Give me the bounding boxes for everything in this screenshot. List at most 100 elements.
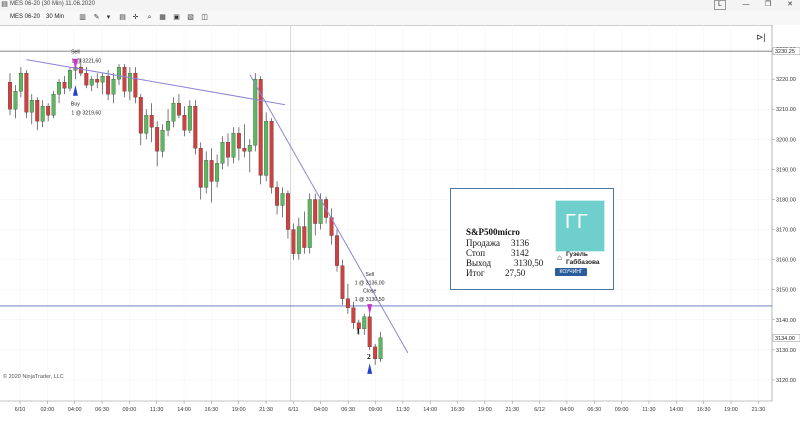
candle-body-up: [187, 106, 192, 131]
candle: [89, 76, 94, 92]
candle-body-down: [209, 160, 214, 182]
bar-type-icon[interactable]: ▥: [79, 14, 86, 21]
properties-icon[interactable]: ▦: [159, 14, 166, 21]
buy-arrow-icon: [367, 363, 373, 374]
candle: [138, 94, 143, 146]
candle-body-down: [198, 148, 203, 188]
x-tick-label: 11:30: [396, 407, 409, 413]
trade-markers: Sell 1 @ 3221,60 Buy 1 @ 3219,60 Sell 1 @ 313…: [71, 49, 385, 374]
candle-body-up: [220, 142, 225, 164]
horizontal-lines[interactable]: [0, 50, 772, 307]
crosshair-icon[interactable]: ✛: [132, 14, 139, 21]
link-button[interactable]: L: [714, 0, 726, 10]
copyright-text: © 2020 NinjaTrader, LLC: [3, 373, 64, 380]
x-tick-label: 16:30: [451, 407, 465, 413]
draw-tool-icon[interactable]: ✎: [93, 14, 100, 21]
interval-selector[interactable]: 30 Min: [46, 14, 65, 20]
candle: [198, 142, 203, 200]
y-tick-label: 3190.00: [776, 167, 796, 173]
candle-body-down: [291, 229, 296, 254]
candle-body-down: [46, 106, 51, 116]
trade-label-sell: Sell: [71, 49, 80, 55]
candle-body-down: [176, 103, 181, 116]
candle-body-down: [236, 133, 241, 149]
candle: [57, 79, 61, 104]
close-button[interactable]: ✕: [787, 1, 793, 8]
zoom-icon[interactable]: ⌕: [147, 14, 152, 21]
x-tick-label: 6/11: [288, 407, 298, 413]
x-tick-label: 04:00: [68, 407, 82, 413]
buy-arrow-icon: [72, 85, 78, 96]
candle: [335, 229, 339, 272]
instrument-selector[interactable]: MES 06-20: [10, 14, 41, 20]
candle: [329, 208, 334, 245]
x-tick-label: 06:30: [95, 407, 109, 413]
candle-body-up: [51, 94, 56, 116]
candle-body-up: [13, 91, 18, 110]
candle-body-down: [35, 100, 40, 122]
maximize-button[interactable]: ❐: [764, 1, 772, 8]
logo-letters: ГГ: [565, 211, 589, 233]
candle-body-down: [182, 115, 187, 131]
candle: [209, 148, 214, 203]
summary-label: Продажа: [466, 238, 501, 248]
candle: [62, 76, 67, 95]
candle-body-up: [111, 78, 116, 95]
candle: [193, 100, 198, 155]
x-tick-label: 19:00: [478, 407, 492, 413]
candle-body-down: [78, 66, 83, 74]
candle-body-down: [122, 66, 127, 92]
coach-first-name: Гузель: [566, 251, 588, 258]
x-tick-label: 09:00: [369, 407, 383, 413]
candle: [242, 124, 247, 158]
candle-body-down: [24, 72, 29, 113]
panel-icon[interactable]: ▣: [173, 14, 180, 21]
y-tick-label: 3120.00: [776, 378, 796, 384]
trade-summary-box: S&P500micro Продажа 3136 Стоп 3142 Выход…: [450, 188, 614, 290]
text-tool-icon[interactable]: ▤: [119, 14, 126, 21]
candle-body-down: [351, 307, 356, 323]
candle: [24, 70, 29, 119]
scroll-end-icon[interactable]: ⊳|: [756, 32, 766, 42]
candle-body-down: [242, 148, 247, 152]
candle-body-up: [204, 160, 209, 188]
candle: [351, 301, 356, 329]
minimize-button[interactable]: —: [742, 1, 750, 8]
candle-body-up: [378, 337, 383, 360]
coach-logo: ГГ: [555, 200, 605, 252]
x-tick-label: 14:00: [669, 407, 683, 413]
candle: [8, 73, 12, 116]
chart-toolbar: MES 06-20 30 Min ▥ ✎ ▾ ▤ ✛ ⌕ ▦ ▣ ▧ ◫: [0, 11, 800, 26]
candle: [46, 103, 51, 122]
candle-body-down: [138, 97, 143, 134]
attach-icon[interactable]: ◫: [201, 14, 208, 21]
price-axis[interactable]: 3120.00 3130.00 3140.00 3150.00 3160.00 3170.…: [771, 25, 800, 421]
candle: [182, 106, 187, 137]
candle: [149, 103, 154, 143]
price-chart[interactable]: Sell 1 @ 3221,60 Buy 1 @ 3219,60 Sell 1 @ 313…: [0, 25, 800, 421]
candle: [40, 100, 45, 128]
time-axis[interactable]: 6/10 02:00 04:00 06:30 09:00 11:30 14:00 16:30 1…: [0, 400, 772, 413]
trade-label-close: Close: [363, 289, 376, 295]
drawing-list-icon[interactable]: ▾: [106, 14, 111, 21]
candle-body-down: [356, 322, 361, 329]
strategy-icon[interactable]: ▧: [187, 14, 194, 21]
y-tick-label: 3160.00: [776, 258, 796, 264]
summary-row-exit: Выход 3130,50: [466, 258, 554, 268]
candle-body-up: [264, 121, 269, 176]
candle-body-up: [247, 145, 252, 152]
candle-body-down: [269, 121, 274, 188]
candle: [296, 217, 301, 260]
candle-body-up: [57, 82, 61, 95]
candle-body-down: [62, 82, 67, 89]
trendlines[interactable]: [26, 59, 409, 354]
y-tick-label: 3140.00: [776, 318, 796, 324]
candle-body-up: [29, 100, 34, 113]
candle-body-up: [127, 72, 132, 92]
candle: [373, 343, 378, 365]
candle: [362, 313, 367, 335]
candle: [106, 70, 111, 101]
candle: [117, 64, 121, 86]
summary-title: S&P500micro: [466, 227, 520, 237]
candle-body-up: [253, 78, 258, 146]
